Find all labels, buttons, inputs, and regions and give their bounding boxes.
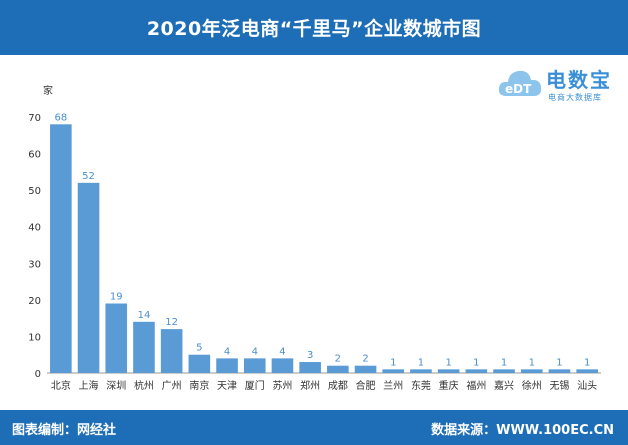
x-tick-label: 深圳	[106, 380, 126, 392]
y-tick-label: 50	[28, 186, 41, 197]
data-label: 12	[165, 317, 178, 328]
bar	[493, 369, 515, 373]
bars	[50, 124, 598, 373]
x-tick-label: 厦门	[245, 379, 265, 392]
cloud-icon: eDT	[498, 70, 542, 96]
y-tick-label: 10	[28, 332, 41, 343]
x-tick-label: 汕头	[577, 380, 597, 392]
bar	[299, 362, 321, 373]
y-axis-label: 家	[43, 84, 53, 97]
x-tick-label: 福州	[466, 379, 486, 392]
x-tick-label: 徐州	[522, 379, 542, 392]
bar	[382, 369, 405, 373]
bar	[160, 329, 183, 373]
data-label: 1	[473, 357, 479, 368]
data-label: 52	[82, 171, 95, 182]
y-tick-label: 0	[35, 369, 41, 380]
x-tick-label: 东莞	[411, 379, 431, 392]
bar	[354, 365, 377, 373]
data-label: 2	[335, 354, 341, 365]
x-tick-label: 广州	[162, 380, 182, 392]
bar	[133, 321, 155, 373]
bar	[520, 369, 543, 373]
data-label: 1	[501, 357, 507, 368]
bar	[77, 182, 100, 373]
x-tick-labels: 北京 上海 深圳 杭州 广州 南京 天津 厦门 苏州 郑州 成都 合肥 兰州 东莞 重庆 福州 嘉兴 徐州 无锡 汕头	[51, 379, 597, 392]
footer-source-text: 数据来源：WWW.100EC.CN	[431, 423, 614, 438]
y-tick-label: 40	[28, 223, 41, 234]
bar	[105, 303, 128, 373]
logo: eDT 电数宝 电商大数据库	[496, 62, 622, 106]
x-tick-label: 苏州	[272, 379, 292, 392]
x-tick-label: 重庆	[439, 379, 459, 392]
chart-title: 2020年泛电商“千里马”企业数城市图	[0, 0, 628, 55]
y-tick-label: 30	[28, 259, 41, 270]
x-tick-label: 南京	[189, 379, 209, 392]
data-label: 4	[224, 346, 230, 357]
data-label: 1	[584, 357, 590, 368]
bar	[437, 369, 460, 373]
bar	[548, 369, 571, 373]
data-label: 5	[196, 343, 202, 354]
bar	[576, 369, 598, 373]
bar-chart: 家 0 10 20 30 40 50 60 70 68 52 19 14 12 5 4 4 4 3 2 2 1 1 1 1 1…	[28, 84, 601, 392]
y-tick-label: 70	[28, 113, 41, 124]
data-label: 2	[362, 354, 368, 365]
data-label: 4	[252, 346, 258, 357]
data-label: 1	[556, 357, 562, 368]
data-label: 19	[110, 292, 123, 303]
x-tick-label: 合肥	[356, 379, 376, 392]
y-ticks: 0 10 20 30 40 50 60 70	[28, 113, 41, 380]
footer-bar: 图表编制：网经社 数据来源：WWW.100EC.CN	[0, 410, 628, 445]
bar	[327, 365, 349, 373]
x-tick-label: 郑州	[300, 379, 320, 392]
bar	[410, 369, 432, 373]
y-tick-label: 20	[28, 296, 41, 307]
data-label: 1	[445, 357, 451, 368]
data-label: 1	[390, 357, 396, 368]
x-tick-label: 成都	[328, 380, 348, 392]
data-label: 3	[307, 350, 313, 361]
x-tick-label: 无锡	[549, 379, 569, 392]
logo-mark: eDT	[505, 82, 532, 96]
logo-sub-text: 电商大数据库	[548, 93, 602, 102]
x-tick-label: 天津	[217, 380, 237, 392]
x-tick-label: 杭州	[134, 379, 154, 392]
data-label: 68	[54, 112, 67, 123]
bar	[243, 358, 266, 373]
bar	[188, 354, 211, 373]
logo-main-text: 电数宝	[546, 68, 612, 92]
x-tick-label: 上海	[79, 379, 99, 392]
data-label: 14	[138, 310, 151, 321]
data-label: 4	[279, 346, 285, 357]
bar	[465, 369, 488, 373]
x-tick-label: 兰州	[383, 379, 403, 392]
x-tick-label: 北京	[51, 379, 71, 392]
bar	[50, 124, 72, 373]
data-label: 1	[529, 357, 535, 368]
data-label: 1	[418, 357, 424, 368]
value-labels: 68 52 19 14 12 5 4 4 4 3 2 2 1 1 1 1 1 1 1 1	[54, 112, 590, 368]
bar	[216, 358, 238, 373]
bar	[271, 358, 294, 373]
y-tick-label: 60	[28, 150, 41, 161]
footer-left-text: 图表编制：网经社	[12, 423, 117, 438]
x-tick-label: 嘉兴	[494, 379, 514, 392]
